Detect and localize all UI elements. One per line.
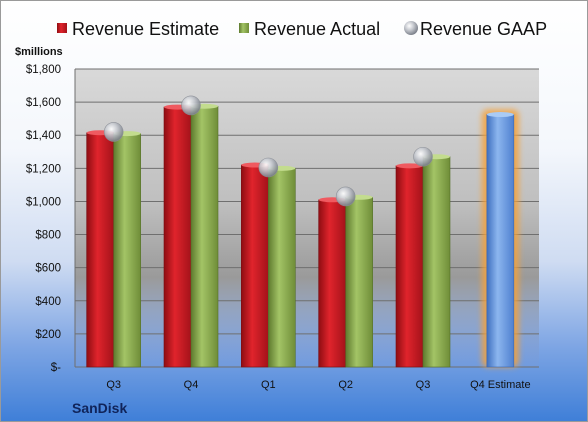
y-tick-label: $1,400 bbox=[26, 130, 61, 142]
bar-top bbox=[486, 112, 514, 118]
y-tick-label: $400 bbox=[35, 296, 61, 308]
x-axis: Q3 Q4 Q1 Q2 Q3 Q4 Estimate bbox=[106, 379, 530, 391]
legend-swatch bbox=[239, 23, 249, 33]
y-axis: $- $200 $400 $600 $800 $1,000 $1,200 $1,400 $1,6… bbox=[26, 64, 76, 374]
bar-revenue-estimate bbox=[318, 199, 346, 368]
bars bbox=[86, 103, 519, 368]
bar-revenue-estimate-forecast bbox=[486, 114, 515, 368]
plot-area bbox=[75, 69, 539, 367]
y-tick-label: $600 bbox=[35, 263, 61, 275]
bar-revenue-estimate bbox=[86, 132, 114, 368]
bar-revenue-actual bbox=[113, 133, 141, 368]
legend-label: Revenue GAAP bbox=[420, 19, 547, 39]
x-tick-label: Q4 bbox=[184, 379, 199, 391]
unit-label: $millions bbox=[15, 46, 63, 58]
bar-top bbox=[396, 163, 423, 169]
x-tick-label: Q3 bbox=[416, 379, 431, 391]
marker-revenue-gaap bbox=[181, 95, 201, 116]
legend-label: Revenue Estimate bbox=[72, 19, 219, 39]
x-tick-label: Q2 bbox=[338, 379, 353, 391]
y-tick-label: $200 bbox=[35, 329, 61, 341]
bar-revenue-actual bbox=[345, 197, 373, 368]
marker-revenue-gaap bbox=[413, 146, 433, 167]
bar-revenue-estimate bbox=[163, 106, 192, 368]
legend-swatch bbox=[57, 23, 67, 33]
x-tick-label: Q1 bbox=[261, 379, 276, 391]
x-tick-label: Q3 bbox=[106, 379, 121, 391]
bar-revenue-estimate bbox=[395, 165, 424, 368]
bar-revenue-actual bbox=[190, 105, 219, 368]
marker-revenue-gaap bbox=[103, 122, 124, 142]
bar-revenue-actual bbox=[422, 156, 451, 368]
gridlines bbox=[75, 68, 539, 368]
bar-revenue-estimate bbox=[241, 164, 269, 368]
marker-revenue-gaap bbox=[258, 157, 279, 178]
y-tick-label: $- bbox=[51, 362, 61, 374]
x-tick-label: Q4 Estimate bbox=[470, 379, 531, 391]
y-tick-label: $800 bbox=[35, 230, 61, 242]
legend-swatch bbox=[404, 21, 418, 35]
legend-label: Revenue Actual bbox=[254, 19, 380, 39]
y-tick-label: $1,200 bbox=[26, 163, 61, 175]
company-name: SanDisk bbox=[72, 400, 127, 416]
y-tick-label: $1,600 bbox=[26, 97, 61, 109]
y-tick-label: $1,000 bbox=[26, 196, 61, 208]
marker-revenue-gaap bbox=[335, 186, 356, 207]
chart-legend: Revenue Estimate Revenue Actual Revenue GA… bbox=[57, 19, 547, 39]
gaap-markers bbox=[103, 95, 433, 207]
bar-revenue-actual bbox=[268, 168, 296, 368]
y-tick-label: $1,800 bbox=[26, 64, 61, 76]
